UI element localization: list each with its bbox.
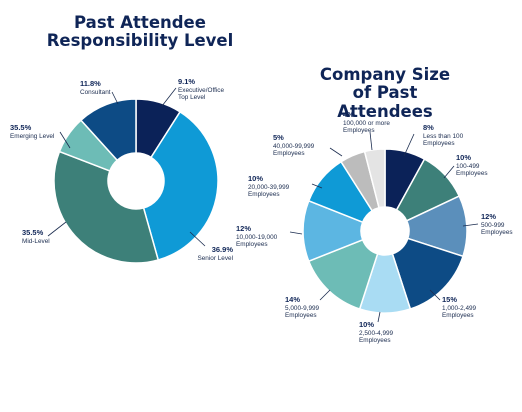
donut-2-desc-4-1: 1,000-2,499 bbox=[442, 305, 477, 312]
company-size-title-line-2: of Past Attendees bbox=[337, 83, 433, 121]
donut-1-slice-5 bbox=[79, 98, 137, 162]
donut-1-leader-1 bbox=[161, 87, 177, 107]
donut-2-leader-4 bbox=[429, 289, 441, 301]
donut-2-leader-7 bbox=[289, 231, 303, 235]
donut-chart-1 bbox=[53, 98, 219, 264]
donut-1-pct-2: 36.9% bbox=[212, 245, 234, 254]
donut-2-pct-2: 10% bbox=[456, 153, 471, 162]
donut-2-leader-8 bbox=[311, 183, 323, 189]
donut-1-desc-2-1: Senior Level bbox=[197, 255, 233, 262]
donut-1-slice-2 bbox=[142, 110, 219, 261]
donut-2-desc-6-2: Employees bbox=[285, 312, 317, 319]
donut-2-leader-2 bbox=[443, 165, 455, 179]
company-size-chart-title: Company Size of Past Attendees bbox=[305, 65, 465, 121]
donut-2-desc-1-2: Employees bbox=[423, 140, 455, 147]
donut-chart-2 bbox=[302, 148, 468, 314]
donut-2-desc-5-1: 2,500-4,999 bbox=[359, 330, 394, 337]
donut-2-pct-1: 8% bbox=[423, 123, 434, 132]
donut-1-label-3: 35.5%Mid-Level bbox=[22, 221, 67, 245]
donut-2-pct-8: 10% bbox=[248, 174, 263, 183]
donut-2-desc-6-1: 5,000-9,999 bbox=[285, 305, 320, 312]
donut-1-label-5: 11.8%Consultant bbox=[80, 79, 119, 105]
donut-2-pct-5: 10% bbox=[359, 320, 374, 329]
donut-2-desc-10-2: Employees bbox=[343, 127, 375, 134]
donut-2-slice-4 bbox=[391, 237, 464, 310]
donut-2-desc-3-1: 500-999 bbox=[481, 222, 505, 229]
donut-1-pct-3: 35.5% bbox=[22, 228, 44, 237]
responsibility-chart-title: Past Attendee Responsibility Level bbox=[40, 13, 240, 51]
donut-2-desc-5-2: Employees bbox=[359, 337, 391, 344]
donut-2-pct-6: 14% bbox=[285, 295, 300, 304]
donut-1-label-2: 36.9%Senior Level bbox=[189, 231, 234, 262]
donut-2-leader-9 bbox=[329, 147, 343, 157]
donut-2-desc-9-2: Employees bbox=[273, 150, 305, 157]
donut-1-desc-4-1: Emerging Level bbox=[10, 133, 54, 140]
donut-1-label-4: 35.5%Emerging Level bbox=[10, 123, 71, 149]
donut-2-pct-9: 5% bbox=[273, 133, 284, 142]
donut-1-leader-5 bbox=[111, 91, 119, 105]
donut-2-pct-10: 4% bbox=[343, 110, 354, 119]
responsibility-title-line-1: Past Attendee bbox=[74, 13, 206, 32]
donut-1-desc-3-1: Mid-Level bbox=[22, 238, 50, 245]
donut-1-pct-4: 35.5% bbox=[10, 123, 32, 132]
donut-2-pct-4: 15% bbox=[442, 295, 457, 304]
donut-2-leader-5 bbox=[377, 311, 381, 323]
donut-2-desc-7-2: Employees bbox=[236, 241, 268, 248]
donut-1-pct-5: 11.8% bbox=[80, 79, 101, 88]
responsibility-title-line-2: Responsibility Level bbox=[46, 31, 234, 51]
donut-1-leader-3 bbox=[47, 221, 67, 237]
donut-2-leader-10 bbox=[369, 131, 373, 151]
donut-1-desc-1-1: Executive/Office bbox=[178, 87, 225, 94]
donut-2-pct-3: 12% bbox=[481, 212, 496, 221]
donut-2-leader-6 bbox=[319, 289, 331, 301]
donut-2-desc-10-1: 100,000 or more bbox=[343, 120, 390, 127]
donut-2-pct-7: 12% bbox=[236, 224, 251, 233]
company-size-title-line-1: Company Size bbox=[319, 65, 451, 84]
donut-2-leader-1 bbox=[403, 133, 415, 157]
donut-2-desc-2-1: 100-499 bbox=[456, 163, 480, 170]
donut-2-desc-4-2: Employees bbox=[442, 312, 474, 319]
donut-1-leader-2 bbox=[189, 231, 206, 247]
donut-1-desc-5-1: Consultant bbox=[80, 89, 111, 96]
donut-1-leader-4 bbox=[59, 131, 71, 149]
donut-2-slice-10 bbox=[363, 148, 386, 209]
donut-1-pct-1: 9.1% bbox=[178, 77, 195, 86]
donut-2-desc-1-1: Less than 100 bbox=[423, 133, 464, 140]
donut-1-slice-3 bbox=[53, 150, 160, 264]
donut-2-desc-9-1: 40,000-99,999 bbox=[273, 143, 315, 150]
donut-2-desc-8-2: Employees bbox=[248, 191, 280, 198]
donut-1-desc-1-2: Top Level bbox=[178, 94, 205, 101]
donut-2-leader-3 bbox=[462, 223, 479, 227]
donut-2-desc-2-2: Employees bbox=[456, 170, 488, 177]
donut-2-desc-3-2: Employees bbox=[481, 229, 513, 236]
donut-2-desc-8-1: 20,000-39,999 bbox=[248, 184, 290, 191]
donut-2-desc-7-1: 10,000-19,000 bbox=[236, 234, 278, 241]
